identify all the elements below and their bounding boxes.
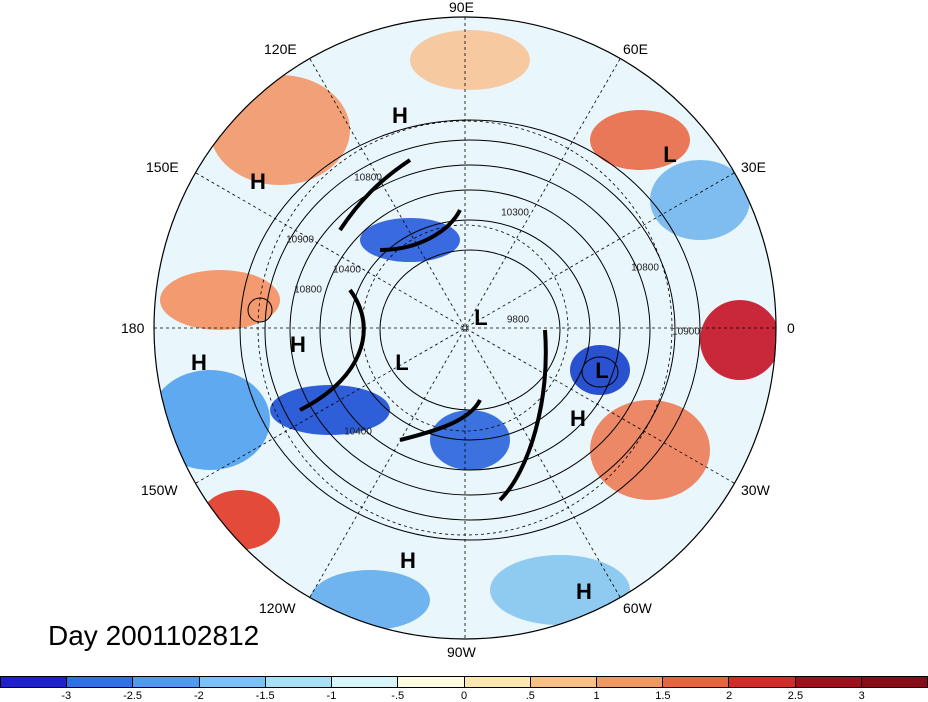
colorbar-tick-label: -1.5 [255,690,275,702]
colorbar-swatch [67,677,134,687]
lon-label-120e: 120E [264,41,297,57]
pressure-center-high: H [392,103,408,128]
contour-label: 10400 [344,426,372,438]
contour-label: 10400 [333,264,361,276]
colorbar-tick-label: 3 [858,690,865,702]
lon-label-30e: 30E [741,159,766,175]
colorbar-tick-label: 0 [460,690,468,702]
colorbar-swatch [398,677,465,687]
colorbar-swatch [133,677,200,687]
contour-label: 9800 [506,314,530,326]
pressure-center-high: H [290,332,306,357]
lon-label-120w: 120W [259,600,296,616]
pressure-center-low: L [663,142,677,167]
pressure-center-low: L [474,305,488,330]
lon-label-60e: 60E [623,41,648,57]
colorbar-swatch [596,677,664,687]
lon-label-180: 180 [121,320,145,336]
lon-label-0: 0 [787,320,795,336]
colorbar [0,676,928,688]
pressure-center-high: H [250,169,266,194]
jet-streaks [299,158,548,502]
graticule [154,17,776,639]
colorbar-swatch [332,677,399,687]
contour-label: 10800 [631,262,659,274]
lon-label-150e: 150E [146,159,179,175]
pressure-center-low: L [395,350,409,375]
colorbar-swatch [795,677,862,687]
colorbar-tick-label: 2.5 [787,690,804,702]
map-border [153,16,777,640]
lon-label-90e: 90E [449,0,474,15]
lon-label-60w: 60W [623,600,652,616]
colorbar-tick-label: 2 [726,690,733,702]
lon-label-30w: 30W [741,482,770,498]
pressure-center-high: H [400,548,416,573]
colorbar-swatch [464,677,531,687]
polar-map [153,16,777,640]
pressure-center-high: H [570,406,586,431]
colorbar-tick-label: 1.5 [655,690,671,702]
contour-label: 10900 [672,326,700,338]
colorbar-tick-label: -2 [193,690,204,702]
colorbar-tick-label: 1 [593,690,600,702]
contour-label: 10300 [501,207,529,219]
colorbar-swatch [199,677,266,687]
pressure-center-high: H [191,350,207,375]
pressure-center-high: H [576,579,592,604]
colorbar-swatch [530,677,597,687]
map-title: Day 2001102812 [48,620,260,651]
colorbar-swatch [1,677,68,687]
colorbar-tick-label: .5 [525,690,535,702]
colorbar-tick-label: -1 [326,690,337,702]
lon-label-150w: 150W [141,482,178,498]
colorbar-tick-label: -3 [61,690,72,702]
colorbar-swatch [265,677,333,687]
height-contours [239,119,701,541]
contour-label: 10800 [354,172,382,184]
colorbar-swatch [729,677,796,687]
contour-label: 10800 [294,284,322,296]
lon-label-90w: 90W [447,644,476,660]
colorbar-tick-label: -2.5 [123,690,143,702]
contour-label: 10900 [286,234,314,246]
pressure-center-low: L [595,358,609,383]
colorbar-tick-label: -.5 [391,690,405,702]
colorbar-swatch [861,677,928,687]
colorbar-swatch [663,677,730,687]
